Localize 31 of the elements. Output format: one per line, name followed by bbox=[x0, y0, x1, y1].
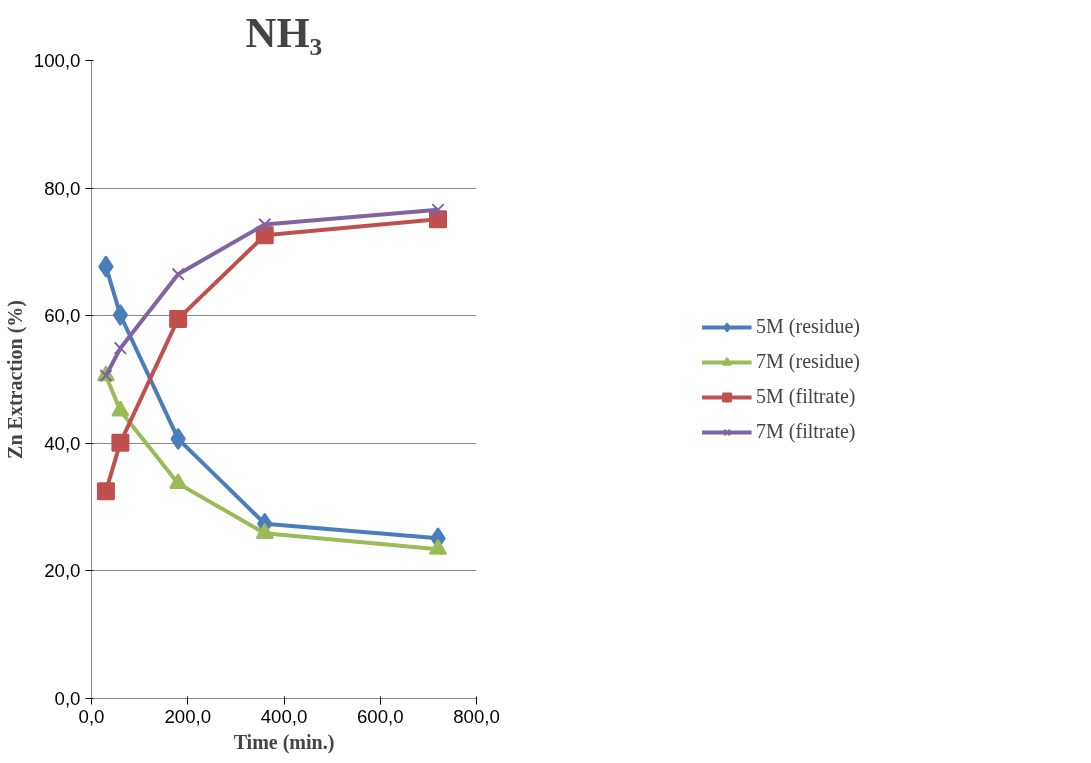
y-tick-label: 0,0 bbox=[54, 688, 81, 709]
y-tick-label: 20,0 bbox=[44, 560, 81, 582]
x-tick-label: 400,0 bbox=[260, 705, 308, 727]
x-axis-title: Time (min.) bbox=[233, 730, 335, 754]
y-tick-label: 100,0 bbox=[33, 50, 81, 71]
legend-label: 5M (filtrate) bbox=[756, 385, 856, 408]
x-tick-label: 600,0 bbox=[356, 705, 404, 727]
x-tick-label: 800,0 bbox=[453, 705, 500, 727]
point bbox=[112, 304, 129, 327]
legend-label: 7M (residue) bbox=[756, 350, 860, 373]
point bbox=[111, 433, 130, 452]
point bbox=[113, 341, 128, 355]
legend-label: 7M (filtrate) bbox=[756, 420, 856, 443]
point bbox=[171, 267, 185, 281]
point bbox=[431, 203, 445, 217]
y-tick-label: 40,0 bbox=[44, 432, 81, 454]
point bbox=[429, 538, 447, 555]
point bbox=[111, 400, 130, 417]
legend-label: 5M (residue) bbox=[756, 315, 860, 338]
point bbox=[96, 482, 115, 501]
chart-title: NH₃ bbox=[245, 8, 323, 56]
point bbox=[99, 369, 113, 383]
y-tick-label: 80,0 bbox=[44, 177, 81, 199]
point bbox=[258, 217, 272, 232]
y-tick-label: 60,0 bbox=[44, 305, 81, 327]
x-tick-label: 200,0 bbox=[164, 705, 212, 727]
point bbox=[255, 523, 274, 539]
y-axis-title: Zn Extraction (%) bbox=[3, 300, 27, 459]
point bbox=[169, 473, 188, 490]
point bbox=[169, 309, 188, 328]
x-tick-label: 0,0 bbox=[78, 705, 105, 727]
